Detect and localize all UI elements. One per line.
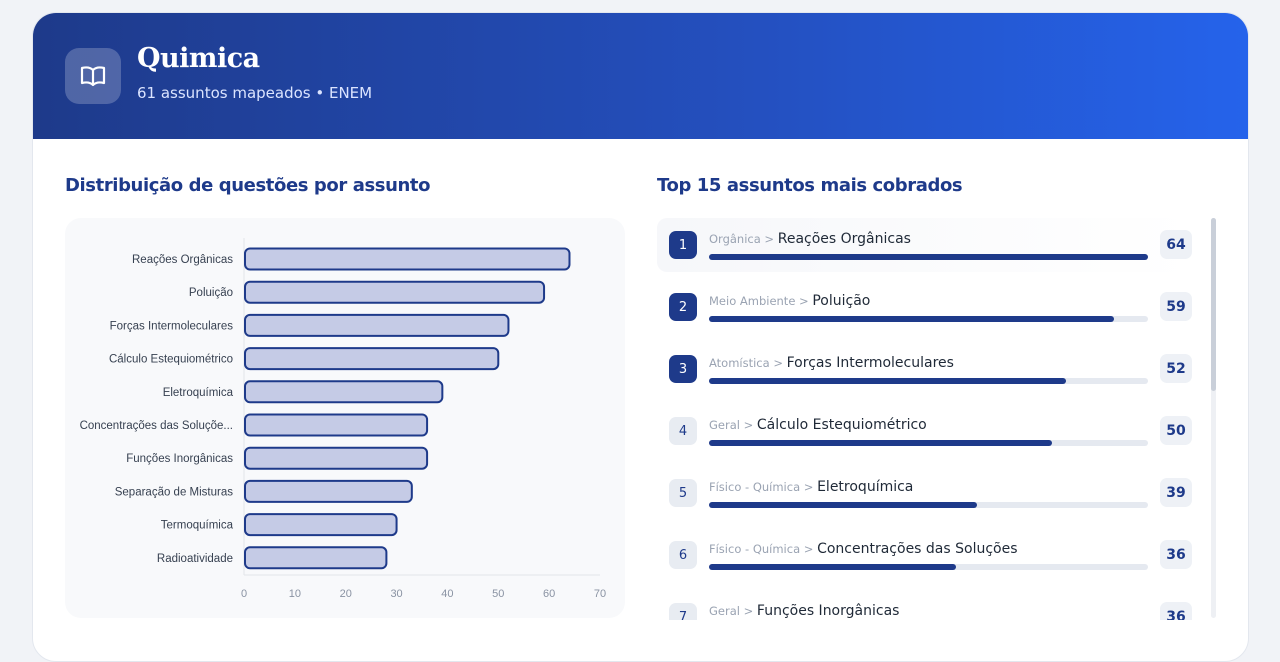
topic-progress — [709, 564, 1148, 570]
topic-name: Cálculo Estequiométrico — [756, 417, 927, 433]
topic-row[interactable]: 7 Geral > Funções Inorgânicas 36 — [657, 590, 1193, 620]
bar[interactable] — [244, 513, 398, 537]
topic-progress-fill — [709, 564, 956, 570]
topic-count: 36 — [1160, 540, 1192, 569]
topic-name: Forças Intermoleculares — [786, 355, 954, 371]
topic-name: Poluição — [812, 293, 871, 309]
bar[interactable] — [244, 247, 571, 271]
bar[interactable] — [244, 280, 546, 304]
topic-breadcrumb: Atomística > Forças Intermoleculares — [709, 355, 954, 371]
topic-progress — [709, 502, 1148, 508]
subject-card: Quimica 61 assuntos mapeados • ENEM Dist… — [32, 12, 1249, 662]
list-title: Top 15 assuntos mais cobrados — [657, 175, 963, 196]
topic-progress — [709, 316, 1148, 322]
topic-row[interactable]: 1 Orgânica > Reações Orgânicas 64 — [657, 218, 1193, 272]
topic-breadcrumb: Orgânica > Reações Orgânicas — [709, 231, 911, 247]
y-tick-label: Cálculo Estequiométrico — [109, 354, 233, 366]
topic-count: 59 — [1160, 292, 1192, 321]
topic-row[interactable]: 5 Físico - Química > Eletroquímica 39 — [657, 466, 1193, 520]
topic-name: Reações Orgânicas — [777, 231, 911, 247]
page-subtitle: 61 assuntos mapeados • ENEM — [137, 84, 373, 102]
topic-count: 50 — [1160, 416, 1192, 445]
rank-badge: 2 — [669, 293, 697, 321]
topic-area: Físico - Química > — [709, 480, 814, 494]
topic-row[interactable]: 3 Atomística > Forças Intermoleculares 5… — [657, 342, 1193, 396]
top-topics-list: 1 Orgânica > Reações Orgânicas 64 2 Meio … — [657, 218, 1213, 620]
y-tick-label: Concentrações das Soluçõe... — [80, 420, 233, 432]
topic-name: Funções Inorgânicas — [756, 603, 900, 619]
rank-badge: 4 — [669, 417, 697, 445]
topic-count: 52 — [1160, 354, 1192, 383]
y-tick-label: Reações Orgânicas — [132, 254, 233, 266]
topic-row[interactable]: 2 Meio Ambiente > Poluição 59 — [657, 280, 1193, 334]
topic-area: Meio Ambiente > — [709, 294, 809, 308]
y-tick-label: Eletroquímica — [163, 387, 234, 399]
topic-progress-fill — [709, 378, 1066, 384]
topic-row[interactable]: 6 Físico - Química > Concentrações das S… — [657, 528, 1193, 582]
topic-area: Orgânica > — [709, 232, 775, 246]
topic-breadcrumb: Geral > Funções Inorgânicas — [709, 603, 899, 619]
book-icon — [65, 48, 121, 104]
rank-badge: 3 — [669, 355, 697, 383]
rank-badge: 6 — [669, 541, 697, 569]
topic-area: Físico - Química > — [709, 542, 814, 556]
y-tick-label: Forças Intermoleculares — [110, 320, 234, 332]
y-tick-label: Radioatividade — [157, 553, 233, 565]
subject-header: Quimica 61 assuntos mapeados • ENEM — [33, 13, 1248, 139]
topic-progress-fill — [709, 502, 977, 508]
x-tick-label: 40 — [441, 588, 453, 600]
topic-count: 64 — [1160, 230, 1192, 259]
distribution-chart: 0 10 20 30 40 50 60 70 Reações Orgânicas Poluição… — [65, 218, 625, 618]
bar[interactable] — [244, 347, 500, 371]
page-title: Quimica — [137, 43, 260, 74]
bar-chart: 0 10 20 30 40 50 60 70 Reações Orgânicas Poluição… — [80, 238, 606, 600]
topic-area: Atomística > — [709, 356, 783, 370]
topic-progress — [709, 254, 1148, 260]
topic-progress — [709, 440, 1148, 446]
x-tick-label: 60 — [543, 588, 555, 600]
topic-breadcrumb: Meio Ambiente > Poluição — [709, 293, 870, 309]
rank-badge: 7 — [669, 603, 697, 620]
topic-breadcrumb: Geral > Cálculo Estequiométrico — [709, 417, 927, 433]
chart-title: Distribuição de questões por assunto — [65, 175, 431, 196]
topic-name: Eletroquímica — [817, 479, 914, 495]
x-tick-label: 10 — [289, 588, 301, 600]
bar[interactable] — [244, 413, 429, 437]
topic-progress-fill — [709, 440, 1052, 446]
topic-progress — [709, 378, 1148, 384]
bar[interactable] — [244, 446, 429, 470]
x-tick-label: 30 — [390, 588, 402, 600]
topic-count: 39 — [1160, 478, 1192, 507]
rank-badge: 1 — [669, 231, 697, 259]
topic-name: Concentrações das Soluções — [817, 541, 1018, 557]
bar[interactable] — [244, 380, 444, 404]
topic-area: Geral > — [709, 604, 754, 618]
topic-count: 36 — [1160, 602, 1192, 620]
bar[interactable] — [244, 546, 388, 570]
y-tick-label: Termoquímica — [161, 520, 234, 532]
topic-progress-fill — [709, 316, 1114, 322]
x-tick-label: 50 — [492, 588, 504, 600]
x-tick-label: 20 — [340, 588, 352, 600]
y-tick-label: Poluição — [189, 287, 233, 299]
x-tick-label: 0 — [241, 588, 247, 600]
topic-breadcrumb: Físico - Química > Eletroquímica — [709, 479, 913, 495]
scrollbar-thumb[interactable] — [1211, 218, 1216, 391]
topic-progress-fill — [709, 254, 1148, 260]
list-scrollbar[interactable] — [1211, 218, 1216, 618]
topic-area: Geral > — [709, 418, 754, 432]
bar[interactable] — [244, 313, 510, 337]
rank-badge: 5 — [669, 479, 697, 507]
bar[interactable] — [244, 479, 413, 503]
topic-breadcrumb: Físico - Química > Concentrações das Sol… — [709, 541, 1018, 557]
y-tick-label: Separação de Misturas — [115, 486, 234, 498]
y-tick-label: Funções Inorgânicas — [126, 453, 233, 465]
x-tick-label: 70 — [594, 588, 606, 600]
topic-row[interactable]: 4 Geral > Cálculo Estequiométrico 50 — [657, 404, 1193, 458]
